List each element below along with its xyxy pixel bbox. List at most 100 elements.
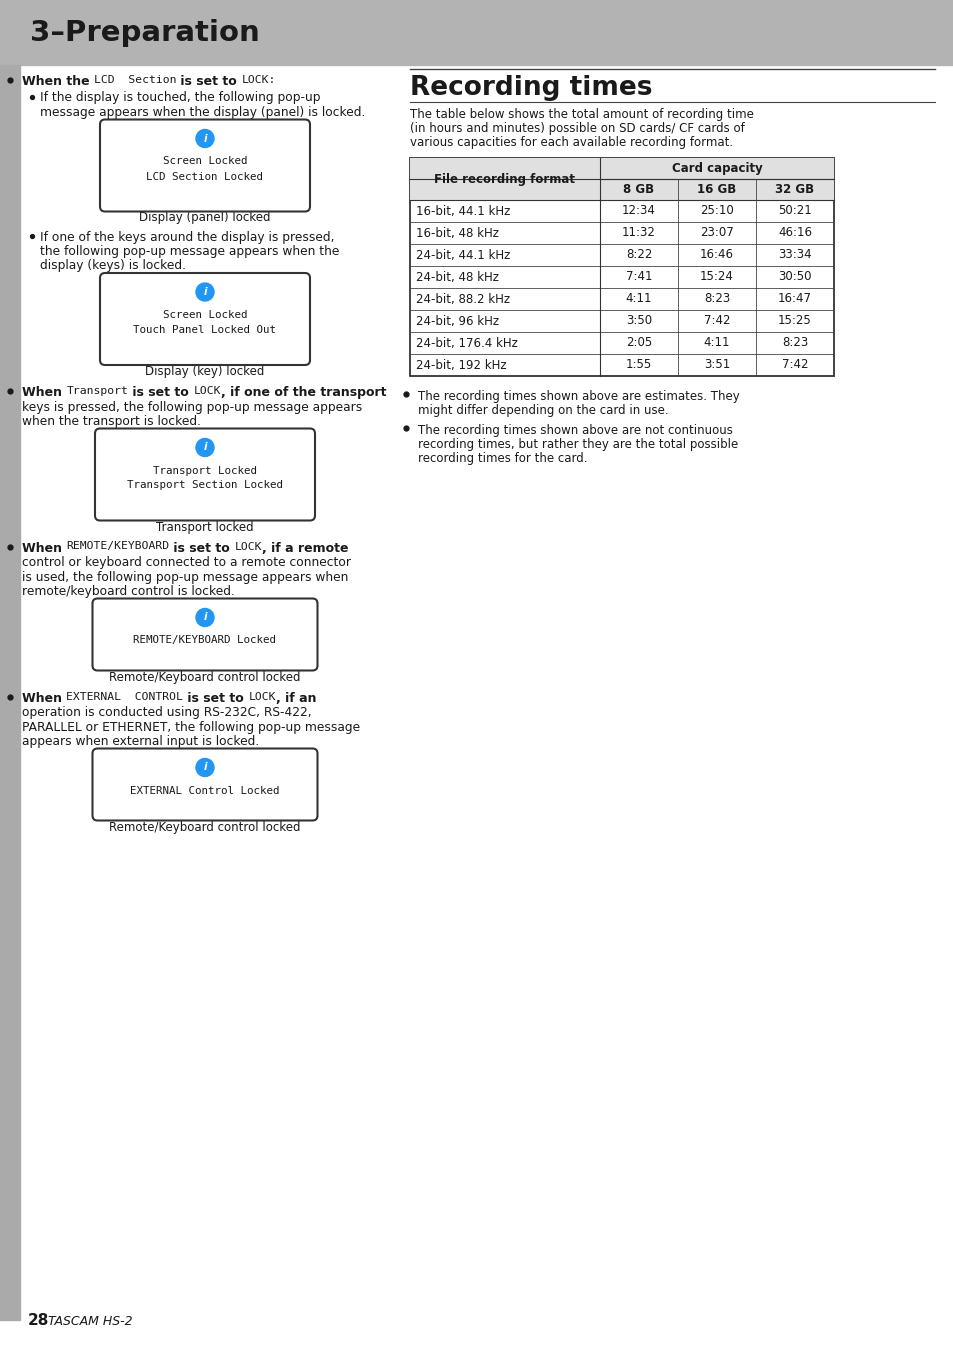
Text: , if one of the transport: , if one of the transport: [221, 386, 386, 400]
Text: LOCK: LOCK: [193, 386, 221, 396]
FancyBboxPatch shape: [92, 598, 317, 671]
Text: 12:34: 12:34: [621, 204, 656, 217]
Text: Transport: Transport: [67, 386, 128, 396]
Text: Screen Locked: Screen Locked: [163, 157, 247, 166]
Text: recording times for the card.: recording times for the card.: [417, 452, 587, 464]
Text: Transport Locked: Transport Locked: [152, 466, 256, 475]
Text: When: When: [22, 386, 67, 400]
Text: 32 GB: 32 GB: [775, 184, 814, 196]
Text: 46:16: 46:16: [778, 227, 811, 239]
FancyBboxPatch shape: [100, 120, 310, 212]
Text: 25:10: 25:10: [700, 204, 733, 217]
Text: 7:42: 7:42: [703, 315, 729, 328]
Text: , if a remote: , if a remote: [262, 541, 348, 555]
Text: When: When: [22, 541, 67, 555]
Bar: [410, 158, 833, 180]
Text: 24-bit, 44.1 kHz: 24-bit, 44.1 kHz: [416, 248, 510, 262]
Text: 7:42: 7:42: [781, 359, 807, 371]
Bar: [410, 158, 833, 377]
Text: TASCAM HS-2: TASCAM HS-2: [48, 1315, 132, 1328]
Text: The recording times shown above are estimates. They: The recording times shown above are esti…: [417, 390, 739, 404]
Text: 3–Preparation: 3–Preparation: [30, 19, 259, 47]
Text: remote/keyboard control is locked.: remote/keyboard control is locked.: [22, 585, 234, 598]
Text: message appears when the display (panel) is locked.: message appears when the display (panel)…: [40, 107, 365, 119]
Bar: [0, 0, 953, 65]
Text: REMOTE/KEYBOARD: REMOTE/KEYBOARD: [67, 541, 170, 552]
Bar: [410, 158, 599, 200]
Text: i: i: [203, 134, 207, 143]
Text: 16-bit, 48 kHz: 16-bit, 48 kHz: [416, 227, 498, 239]
Text: various capacities for each available recording format.: various capacities for each available re…: [410, 136, 732, 148]
FancyBboxPatch shape: [95, 428, 314, 521]
Text: is set to: is set to: [183, 691, 248, 705]
Bar: [0, 65, 20, 1320]
Circle shape: [195, 284, 213, 301]
FancyBboxPatch shape: [100, 273, 310, 365]
Text: 28: 28: [28, 1314, 50, 1328]
Text: 30:50: 30:50: [778, 270, 811, 284]
Text: If the display is touched, the following pop-up: If the display is touched, the following…: [40, 92, 320, 104]
Text: when the transport is locked.: when the transport is locked.: [22, 414, 201, 428]
Text: control or keyboard connected to a remote connector: control or keyboard connected to a remot…: [22, 556, 351, 568]
Text: EXTERNAL Control Locked: EXTERNAL Control Locked: [131, 786, 279, 795]
Text: 8:22: 8:22: [625, 248, 652, 262]
Text: 23:07: 23:07: [700, 227, 733, 239]
Text: 33:34: 33:34: [778, 248, 811, 262]
Text: Screen Locked: Screen Locked: [163, 310, 247, 320]
Text: 8 GB: 8 GB: [622, 184, 654, 196]
Text: 4:11: 4:11: [625, 293, 652, 305]
Text: 16 GB: 16 GB: [697, 184, 736, 196]
Text: 4:11: 4:11: [703, 336, 729, 350]
Text: (in hours and minutes) possible on SD cards/ CF cards of: (in hours and minutes) possible on SD ca…: [410, 122, 744, 135]
Text: Recording times: Recording times: [410, 76, 652, 101]
Text: 8:23: 8:23: [781, 336, 807, 350]
Text: 16-bit, 44.1 kHz: 16-bit, 44.1 kHz: [416, 204, 510, 217]
Text: the following pop-up message appears when the: the following pop-up message appears whe…: [40, 244, 339, 258]
Bar: [599, 158, 833, 180]
Text: LCD Section Locked: LCD Section Locked: [147, 171, 263, 181]
Text: 16:46: 16:46: [700, 248, 733, 262]
Text: LOCK: LOCK: [234, 541, 262, 552]
Text: 16:47: 16:47: [778, 293, 811, 305]
Text: 7:41: 7:41: [625, 270, 652, 284]
Text: 3:51: 3:51: [703, 359, 729, 371]
Text: i: i: [203, 288, 207, 297]
Text: 2:05: 2:05: [625, 336, 652, 350]
Text: , if an: , if an: [275, 691, 316, 705]
Text: is used, the following pop-up message appears when: is used, the following pop-up message ap…: [22, 571, 348, 583]
Text: appears when external input is locked.: appears when external input is locked.: [22, 734, 259, 748]
Text: Display (key) locked: Display (key) locked: [145, 364, 264, 378]
Text: When: When: [22, 691, 67, 705]
Text: LOCK: LOCK: [248, 691, 275, 702]
Text: 8:23: 8:23: [703, 293, 729, 305]
Bar: [599, 180, 833, 200]
Text: The table below shows the total amount of recording time: The table below shows the total amount o…: [410, 108, 753, 122]
Text: is set to: is set to: [170, 541, 234, 555]
Text: Remote/Keyboard control locked: Remote/Keyboard control locked: [110, 821, 300, 833]
Text: 15:25: 15:25: [778, 315, 811, 328]
Text: LOCK:: LOCK:: [241, 76, 275, 85]
Text: EXTERNAL  CONTROL: EXTERNAL CONTROL: [67, 691, 183, 702]
Text: When the: When the: [22, 76, 94, 88]
Text: PARALLEL or ETHERNET, the following pop-up message: PARALLEL or ETHERNET, the following pop-…: [22, 721, 359, 733]
Text: might differ depending on the card in use.: might differ depending on the card in us…: [417, 404, 668, 417]
Text: 11:32: 11:32: [621, 227, 656, 239]
Text: 24-bit, 88.2 kHz: 24-bit, 88.2 kHz: [416, 293, 510, 305]
Text: 24-bit, 96 kHz: 24-bit, 96 kHz: [416, 315, 498, 328]
Text: The recording times shown above are not continuous: The recording times shown above are not …: [417, 424, 732, 437]
Text: display (keys) is locked.: display (keys) is locked.: [40, 259, 186, 273]
Circle shape: [195, 759, 213, 776]
Text: i: i: [203, 613, 207, 622]
Text: i: i: [203, 763, 207, 772]
Circle shape: [195, 609, 213, 626]
Text: 24-bit, 176.4 kHz: 24-bit, 176.4 kHz: [416, 336, 517, 350]
Text: operation is conducted using RS-232C, RS-422,: operation is conducted using RS-232C, RS…: [22, 706, 312, 720]
Circle shape: [195, 130, 213, 147]
Text: Remote/Keyboard control locked: Remote/Keyboard control locked: [110, 671, 300, 683]
Text: File recording format: File recording format: [434, 173, 575, 185]
Text: If one of the keys around the display is pressed,: If one of the keys around the display is…: [40, 231, 335, 243]
Text: recording times, but rather they are the total possible: recording times, but rather they are the…: [417, 437, 738, 451]
Text: Transport locked: Transport locked: [156, 521, 253, 533]
Text: 24-bit, 192 kHz: 24-bit, 192 kHz: [416, 359, 506, 371]
Text: LCD  Section: LCD Section: [94, 76, 176, 85]
